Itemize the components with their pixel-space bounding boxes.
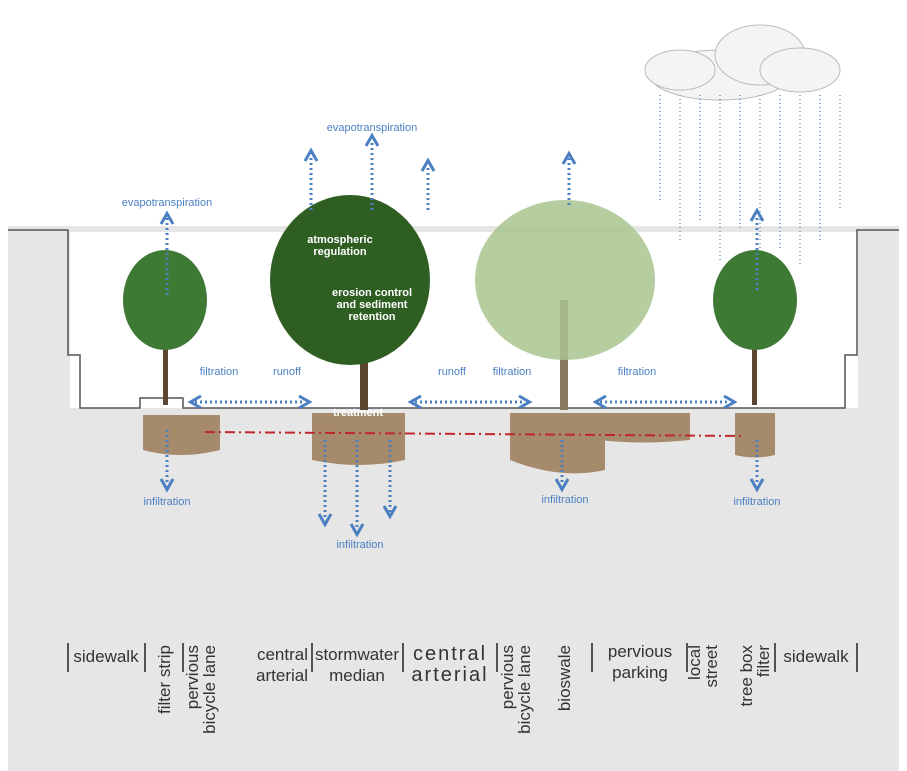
annotation: infiltration bbox=[143, 496, 190, 508]
annotation: runoff bbox=[438, 366, 467, 378]
annotation: infiltration bbox=[336, 539, 383, 551]
annotation: filtration bbox=[200, 366, 239, 378]
annotation: infiltration bbox=[541, 494, 588, 506]
annotation: evapotranspiration bbox=[122, 197, 213, 209]
zone-label: bicycle lane bbox=[200, 645, 219, 734]
zone-label: street bbox=[702, 645, 721, 688]
annotation: filtration bbox=[618, 366, 657, 378]
zone-label: arterial bbox=[256, 666, 308, 685]
zone-label: stormwater bbox=[315, 645, 399, 664]
zone-label: filter strip bbox=[155, 645, 174, 714]
annotation: treatment bbox=[333, 407, 383, 419]
annotation: evapotranspiration bbox=[327, 122, 418, 134]
zone-label: central bbox=[413, 643, 487, 665]
zone-label: filter bbox=[754, 645, 773, 677]
zone-label: bioswale bbox=[555, 645, 574, 711]
annotation: runoff bbox=[273, 366, 302, 378]
zone-label: parking bbox=[612, 663, 668, 682]
zone-label: central bbox=[257, 645, 308, 664]
annotation: infiltration bbox=[733, 496, 780, 508]
zone-label: pervious bbox=[608, 642, 672, 661]
annotation: filtration bbox=[493, 366, 532, 378]
street-section-diagram: evapotranspiration evapotranspiration atmo… bbox=[0, 0, 907, 771]
zone-label: bicycle lane bbox=[515, 645, 534, 734]
zone-label: sidewalk bbox=[783, 647, 849, 666]
cloud bbox=[645, 25, 840, 100]
zone-label: median bbox=[329, 666, 385, 685]
zone-label: arterial bbox=[411, 664, 488, 686]
zone-label: sidewalk bbox=[73, 647, 139, 666]
